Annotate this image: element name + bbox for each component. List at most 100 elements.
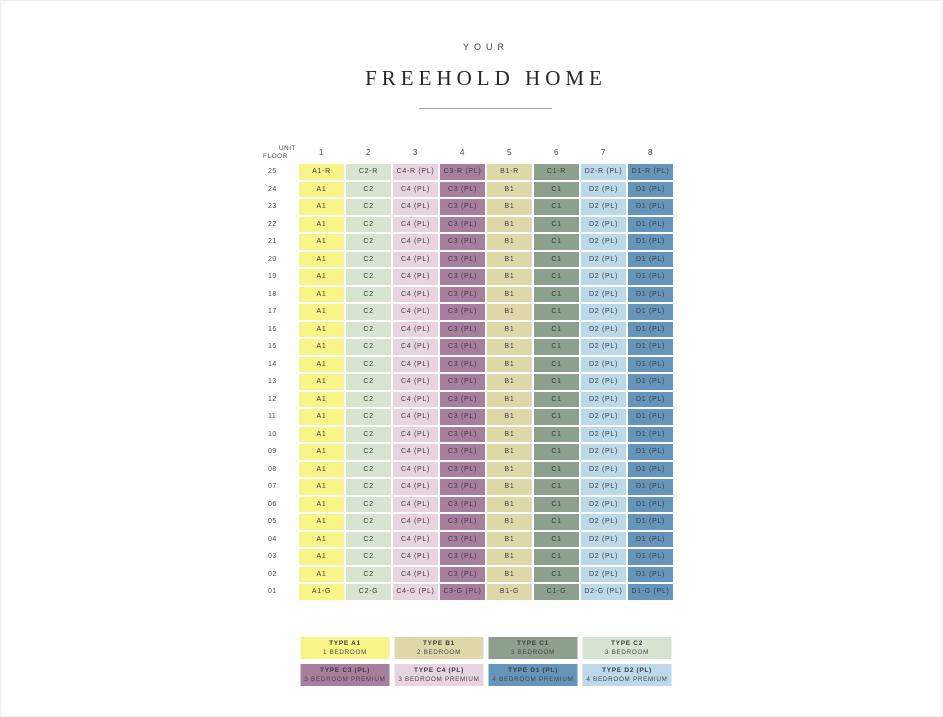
unit-cell[interactable]: A1 xyxy=(299,549,344,565)
unit-cell[interactable]: C4 (PL) xyxy=(393,549,438,565)
unit-cell[interactable]: C1 xyxy=(534,269,579,285)
unit-cell[interactable]: C1 xyxy=(534,549,579,565)
unit-cell[interactable]: C3 (PL) xyxy=(440,251,485,267)
unit-cell[interactable]: D2-R (PL) xyxy=(581,164,626,180)
unit-cell[interactable]: C4 (PL) xyxy=(393,409,438,425)
unit-cell[interactable]: C3 (PL) xyxy=(440,374,485,390)
unit-cell[interactable]: D2 (PL) xyxy=(581,356,626,372)
unit-cell[interactable]: D2 (PL) xyxy=(581,514,626,530)
unit-cell[interactable]: C4 (PL) xyxy=(393,391,438,407)
unit-cell[interactable]: D2 (PL) xyxy=(581,566,626,582)
unit-cell[interactable]: C2 xyxy=(346,426,391,442)
unit-cell[interactable]: D2 (PL) xyxy=(581,479,626,495)
unit-cell[interactable]: C2 xyxy=(346,549,391,565)
unit-cell[interactable]: A1 xyxy=(299,216,344,232)
unit-cell[interactable]: D2 (PL) xyxy=(581,321,626,337)
unit-cell[interactable]: B1 xyxy=(487,234,532,250)
unit-cell[interactable]: B1 xyxy=(487,304,532,320)
unit-cell[interactable]: D1 (PL) xyxy=(628,514,673,530)
unit-cell[interactable]: C3 (PL) xyxy=(440,444,485,460)
unit-cell[interactable]: D1 (PL) xyxy=(628,426,673,442)
unit-cell[interactable]: C4 (PL) xyxy=(393,444,438,460)
unit-cell[interactable]: C2 xyxy=(346,479,391,495)
unit-cell[interactable]: C2 xyxy=(346,216,391,232)
unit-cell[interactable]: D1 (PL) xyxy=(628,496,673,512)
unit-cell[interactable]: C3 (PL) xyxy=(440,531,485,547)
unit-cell[interactable]: C3 (PL) xyxy=(440,409,485,425)
unit-cell[interactable]: B1 xyxy=(487,461,532,477)
unit-cell[interactable]: C3 (PL) xyxy=(440,461,485,477)
unit-cell[interactable]: C1-G xyxy=(534,584,579,600)
unit-cell[interactable]: D2 (PL) xyxy=(581,286,626,302)
unit-cell[interactable]: C1 xyxy=(534,391,579,407)
unit-cell[interactable]: C4 (PL) xyxy=(393,251,438,267)
unit-cell[interactable]: A1 xyxy=(299,461,344,477)
unit-cell[interactable]: D1 (PL) xyxy=(628,269,673,285)
unit-cell[interactable]: C2 xyxy=(346,286,391,302)
unit-cell[interactable]: C3 (PL) xyxy=(440,514,485,530)
unit-cell[interactable]: C3 (PL) xyxy=(440,286,485,302)
unit-cell[interactable]: D1 (PL) xyxy=(628,321,673,337)
unit-cell[interactable]: D2 (PL) xyxy=(581,234,626,250)
unit-cell[interactable]: D2 (PL) xyxy=(581,461,626,477)
unit-cell[interactable]: C3 (PL) xyxy=(440,199,485,215)
unit-cell[interactable]: C1 xyxy=(534,566,579,582)
unit-cell[interactable]: D2 (PL) xyxy=(581,496,626,512)
unit-cell[interactable]: D2 (PL) xyxy=(581,269,626,285)
unit-cell[interactable]: C3-G (PL) xyxy=(440,584,485,600)
unit-cell[interactable]: B1-G xyxy=(487,584,532,600)
unit-cell[interactable]: C3-R (PL) xyxy=(440,164,485,180)
unit-cell[interactable]: A1 xyxy=(299,181,344,197)
unit-cell[interactable]: C4 (PL) xyxy=(393,286,438,302)
unit-cell[interactable]: C1-R xyxy=(534,164,579,180)
unit-cell[interactable]: C4 (PL) xyxy=(393,461,438,477)
unit-cell[interactable]: D2 (PL) xyxy=(581,531,626,547)
unit-cell[interactable]: C3 (PL) xyxy=(440,496,485,512)
unit-cell[interactable]: B1 xyxy=(487,339,532,355)
unit-cell[interactable]: C2 xyxy=(346,181,391,197)
unit-cell[interactable]: B1 xyxy=(487,479,532,495)
unit-cell[interactable]: B1 xyxy=(487,356,532,372)
unit-cell[interactable]: B1-R xyxy=(487,164,532,180)
unit-cell[interactable]: C3 (PL) xyxy=(440,549,485,565)
unit-cell[interactable]: D1 (PL) xyxy=(628,444,673,460)
unit-cell[interactable]: D1 (PL) xyxy=(628,286,673,302)
unit-cell[interactable]: A1-R xyxy=(299,164,344,180)
unit-cell[interactable]: A1 xyxy=(299,286,344,302)
unit-cell[interactable]: B1 xyxy=(487,409,532,425)
unit-cell[interactable]: A1 xyxy=(299,391,344,407)
unit-cell[interactable]: A1 xyxy=(299,426,344,442)
unit-cell[interactable]: C2 xyxy=(346,514,391,530)
unit-cell[interactable]: D1 (PL) xyxy=(628,234,673,250)
unit-cell[interactable]: A1-G xyxy=(299,584,344,600)
unit-cell[interactable]: D2 (PL) xyxy=(581,251,626,267)
unit-cell[interactable]: D1 (PL) xyxy=(628,391,673,407)
unit-cell[interactable]: C3 (PL) xyxy=(440,426,485,442)
unit-cell[interactable]: C2 xyxy=(346,409,391,425)
unit-cell[interactable]: C4 (PL) xyxy=(393,479,438,495)
unit-cell[interactable]: C2 xyxy=(346,269,391,285)
unit-cell[interactable]: C4 (PL) xyxy=(393,496,438,512)
unit-cell[interactable]: A1 xyxy=(299,199,344,215)
unit-cell[interactable]: C4 (PL) xyxy=(393,269,438,285)
unit-cell[interactable]: C1 xyxy=(534,444,579,460)
unit-cell[interactable]: C3 (PL) xyxy=(440,269,485,285)
unit-cell[interactable]: D2 (PL) xyxy=(581,409,626,425)
unit-cell[interactable]: B1 xyxy=(487,391,532,407)
unit-cell[interactable]: D1 (PL) xyxy=(628,409,673,425)
unit-cell[interactable]: A1 xyxy=(299,234,344,250)
unit-cell[interactable]: D1 (PL) xyxy=(628,339,673,355)
unit-cell[interactable]: C4 (PL) xyxy=(393,426,438,442)
unit-cell[interactable]: C1 xyxy=(534,234,579,250)
unit-cell[interactable]: D1 (PL) xyxy=(628,181,673,197)
unit-cell[interactable]: B1 xyxy=(487,531,532,547)
unit-cell[interactable]: C2 xyxy=(346,304,391,320)
unit-cell[interactable]: D2 (PL) xyxy=(581,549,626,565)
unit-cell[interactable]: C4 (PL) xyxy=(393,356,438,372)
unit-cell[interactable]: B1 xyxy=(487,321,532,337)
unit-cell[interactable]: C2 xyxy=(346,234,391,250)
unit-cell[interactable]: C4 (PL) xyxy=(393,199,438,215)
unit-cell[interactable]: C2-G xyxy=(346,584,391,600)
unit-cell[interactable]: C1 xyxy=(534,496,579,512)
unit-cell[interactable]: C1 xyxy=(534,216,579,232)
